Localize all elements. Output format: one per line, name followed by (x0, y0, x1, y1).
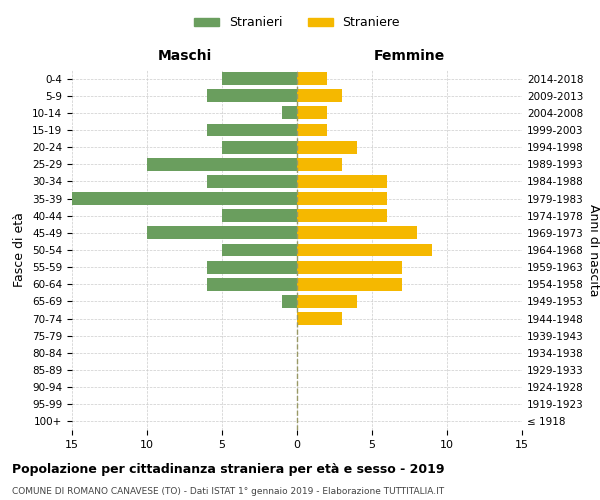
Bar (147, 226, 297, 239)
Text: COMUNE DI ROMANO CANAVESE (TO) - Dati ISTAT 1° gennaio 2019 - Elaborazione TUTTI: COMUNE DI ROMANO CANAVESE (TO) - Dati IS… (12, 488, 444, 496)
Bar (297, 295, 357, 308)
Bar (72, 192, 297, 205)
Bar (222, 140, 297, 153)
Bar (297, 90, 342, 102)
Bar (222, 210, 297, 222)
Bar (207, 260, 297, 274)
Bar (297, 158, 342, 170)
Bar (222, 244, 297, 256)
Bar (297, 312, 342, 325)
Text: Maschi: Maschi (157, 49, 212, 63)
Bar (207, 278, 297, 290)
Bar (297, 226, 417, 239)
Text: Popolazione per cittadinanza straniera per età e sesso - 2019: Popolazione per cittadinanza straniera p… (12, 462, 445, 475)
Bar (297, 140, 357, 153)
Bar (222, 72, 297, 85)
Bar (282, 106, 297, 120)
Bar (297, 278, 402, 290)
Bar (297, 175, 387, 188)
Y-axis label: Fasce di età: Fasce di età (13, 212, 26, 288)
Bar (297, 192, 387, 205)
Bar (297, 210, 387, 222)
Bar (297, 72, 327, 85)
Bar (282, 295, 297, 308)
Bar (297, 244, 432, 256)
Bar (207, 124, 297, 136)
Text: Femmine: Femmine (374, 49, 445, 63)
Bar (297, 124, 327, 136)
Bar (207, 90, 297, 102)
Bar (207, 175, 297, 188)
Y-axis label: Anni di nascita: Anni di nascita (587, 204, 600, 296)
Bar (147, 158, 297, 170)
Bar (297, 260, 402, 274)
Legend: Stranieri, Straniere: Stranieri, Straniere (189, 12, 405, 34)
Bar (297, 106, 327, 120)
